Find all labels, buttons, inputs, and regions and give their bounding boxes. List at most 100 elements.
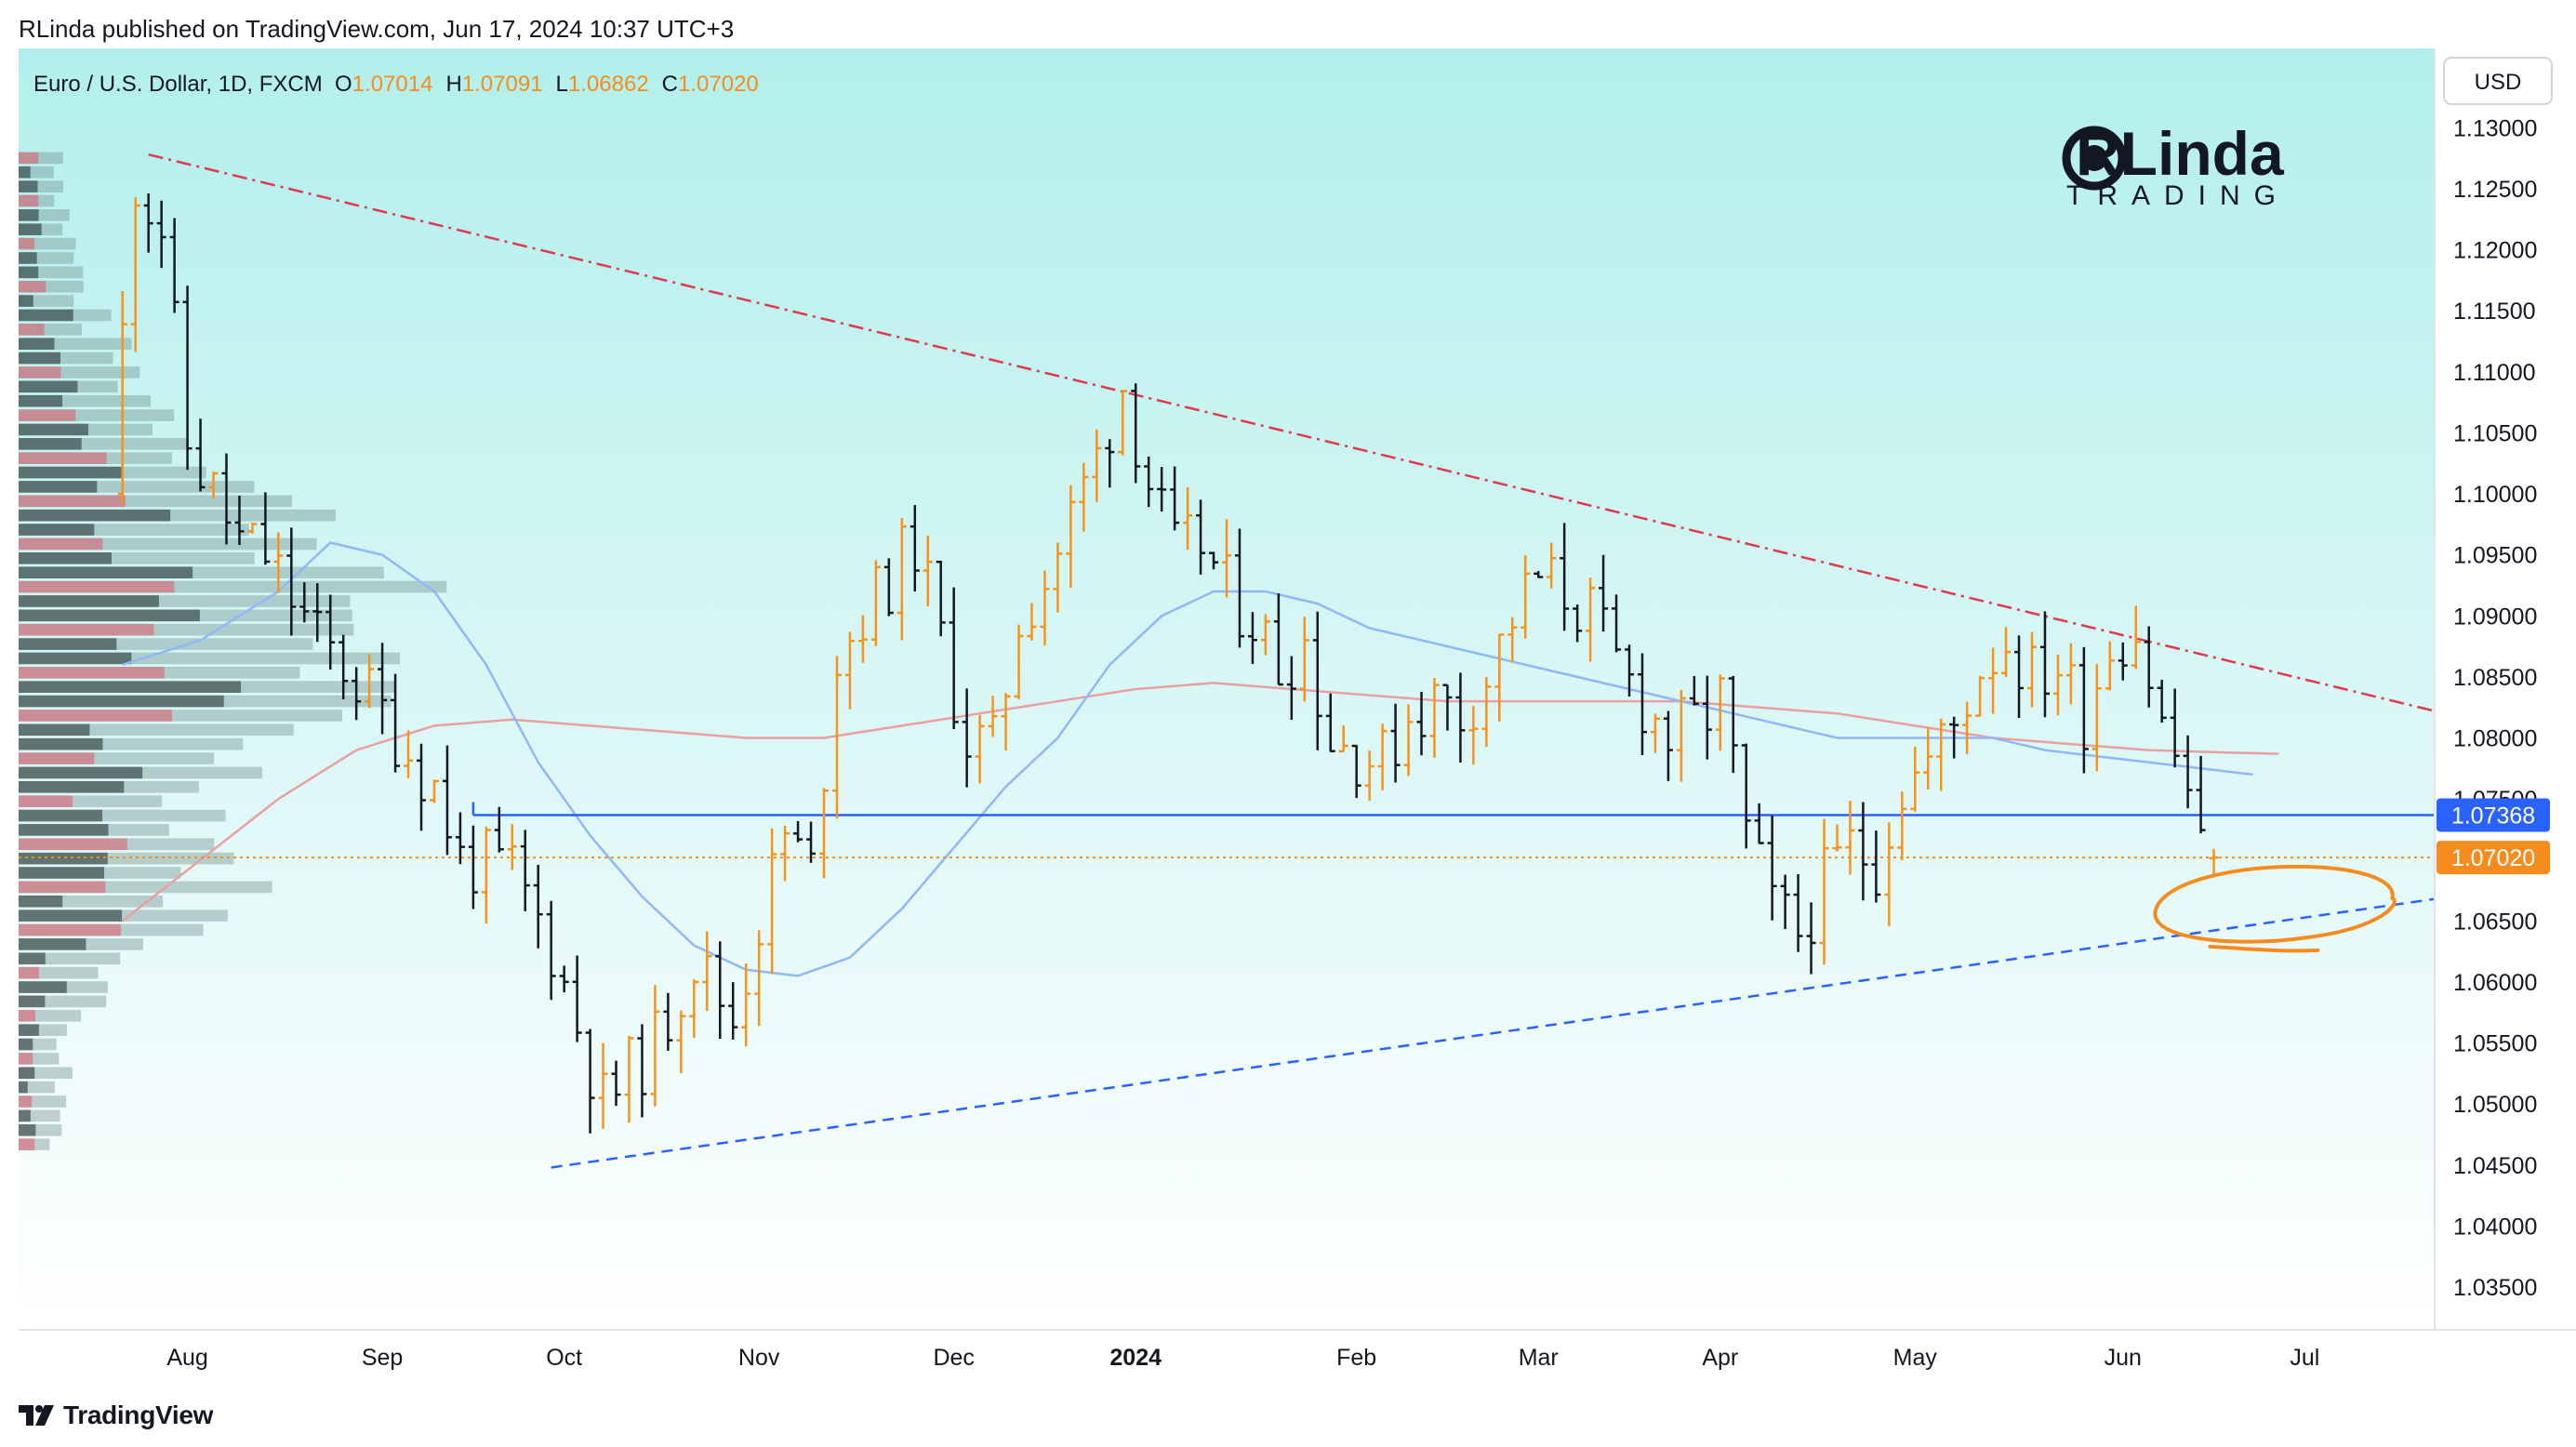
price-tick: 1.09000: [2453, 604, 2537, 630]
price-tick: 1.10500: [2453, 420, 2537, 446]
price-bar: [1507, 617, 1518, 663]
time-tick: Aug: [166, 1345, 207, 1371]
price-bar: [286, 527, 297, 636]
price-bar: [962, 688, 972, 788]
resistance-trendline: [148, 153, 2436, 712]
price-bar: [767, 828, 777, 975]
price-bar: [936, 560, 946, 637]
volume-profile-row-split: [19, 852, 108, 865]
currency-button-frame[interactable]: [2443, 57, 2553, 105]
price-bar: [1481, 677, 1492, 747]
volume-profile-row-split: [19, 1038, 33, 1051]
volume-profile-row-split: [19, 309, 73, 322]
price-tick: 1.10000: [2453, 482, 2537, 508]
price-bar: [923, 536, 933, 606]
price-bar: [988, 696, 998, 737]
price-bar: [1040, 570, 1050, 645]
volume-profile-row-split: [19, 838, 127, 851]
volume-profile-row-split: [19, 1053, 33, 1065]
current-price-label: 1.07020: [2451, 845, 2535, 871]
price-bar: [117, 290, 127, 505]
price-bar: [1702, 675, 1712, 760]
price-bar: [1442, 684, 1453, 731]
volume-profile-row-split: [19, 710, 172, 722]
time-tick: Jul: [2290, 1345, 2319, 1371]
price-axis[interactable]: 1.13000 1.12500 1.12000 1.11500 1.11000 1.105…: [2437, 115, 2550, 1301]
currency-button[interactable]: USD: [2443, 57, 2553, 105]
price-bar: [339, 634, 349, 699]
time-tick: Oct: [546, 1345, 582, 1371]
price-bar: [1014, 624, 1024, 699]
price-bar: [1988, 647, 1998, 714]
price-bar: [1586, 577, 1596, 662]
time-axis-background: [0, 1330, 2576, 1380]
price-bar: [637, 1024, 647, 1118]
time-tick: Mar: [1519, 1345, 1559, 1371]
price-bar: [1612, 594, 1622, 653]
volume-profile-row-split: [19, 895, 63, 908]
price-bar: [1560, 523, 1570, 631]
price-tick: 1.13000: [2453, 115, 2537, 141]
price-bar: [1728, 675, 1738, 774]
currency-button-label[interactable]: USD: [2475, 70, 2522, 95]
price-bar: [1105, 439, 1115, 488]
time-tick: Jun: [2105, 1345, 2142, 1371]
ohlc-low-value: 1.06862: [568, 72, 649, 97]
price-bar: [1247, 612, 1257, 665]
price-bars: [117, 193, 2219, 1134]
price-bar: [1403, 704, 1414, 777]
price-bar: [2105, 641, 2115, 691]
price-tick: 1.11000: [2453, 360, 2536, 386]
price-bar: [299, 582, 310, 623]
volume-profile-row-split: [19, 509, 171, 522]
price-bar: [1520, 555, 1531, 639]
price-tick: 1.05000: [2453, 1092, 2537, 1118]
price-bar: [130, 196, 140, 352]
volume-profile-row-split: [19, 209, 39, 221]
current-price-tag: [2437, 841, 2550, 875]
price-bar: [806, 821, 817, 863]
volume-profile-row-split: [19, 166, 31, 179]
volume-profile-row-split: [19, 1095, 33, 1108]
volume-profile-row-split: [19, 695, 224, 708]
ohlc-high-label: H: [445, 72, 461, 97]
price-bar: [883, 558, 894, 617]
price-bar: [1936, 718, 1946, 791]
price-bar: [1715, 674, 1725, 751]
volume-profile-row-split: [19, 409, 76, 421]
price-bar: [1819, 818, 1829, 965]
price-bar: [1676, 689, 1686, 782]
volume-profile-row-split: [19, 180, 38, 192]
price-bar: [2027, 631, 2037, 708]
price-bar: [611, 1060, 621, 1107]
volume-profile-row-split: [19, 952, 46, 965]
volume-profile-row-split: [19, 938, 86, 950]
volume-profile-row-split: [19, 552, 113, 564]
volume-profile-row-split: [19, 1067, 35, 1080]
volume-profile-row-split: [19, 524, 95, 536]
publish-header: RLinda published on TradingView.com, Jun…: [0, 0, 2576, 48]
price-bar: [1806, 902, 1816, 975]
price-bar: [585, 1029, 595, 1134]
price-bar: [1858, 802, 1868, 901]
price-bar: [676, 1010, 686, 1074]
symbol-legend: Euro / U.S. Dollar, 1D, FXCM O1.07014 H1.…: [33, 72, 759, 97]
highlight-ellipse: [2153, 864, 2397, 944]
price-bar: [2078, 646, 2089, 774]
price-bar: [1975, 675, 1985, 717]
price-bar: [1949, 716, 1959, 759]
price-bar: [780, 825, 790, 882]
volume-profile-row-split: [19, 1109, 31, 1122]
logo-face-icon: [2062, 126, 2127, 191]
volume-profile-row-split: [19, 266, 39, 279]
time-axis[interactable]: Aug Sep Oct Nov Dec 2024 Feb Mar Apr May Jun Jul: [166, 1345, 2319, 1371]
price-bar: [1196, 499, 1206, 575]
volume-profile-row-split: [19, 667, 165, 679]
price-bar: [1754, 803, 1764, 844]
price-bar: [2014, 635, 2025, 719]
price-bar: [975, 714, 985, 784]
price-bar: [182, 285, 193, 471]
annotations: [2153, 864, 2397, 953]
price-bar: [1092, 429, 1102, 502]
